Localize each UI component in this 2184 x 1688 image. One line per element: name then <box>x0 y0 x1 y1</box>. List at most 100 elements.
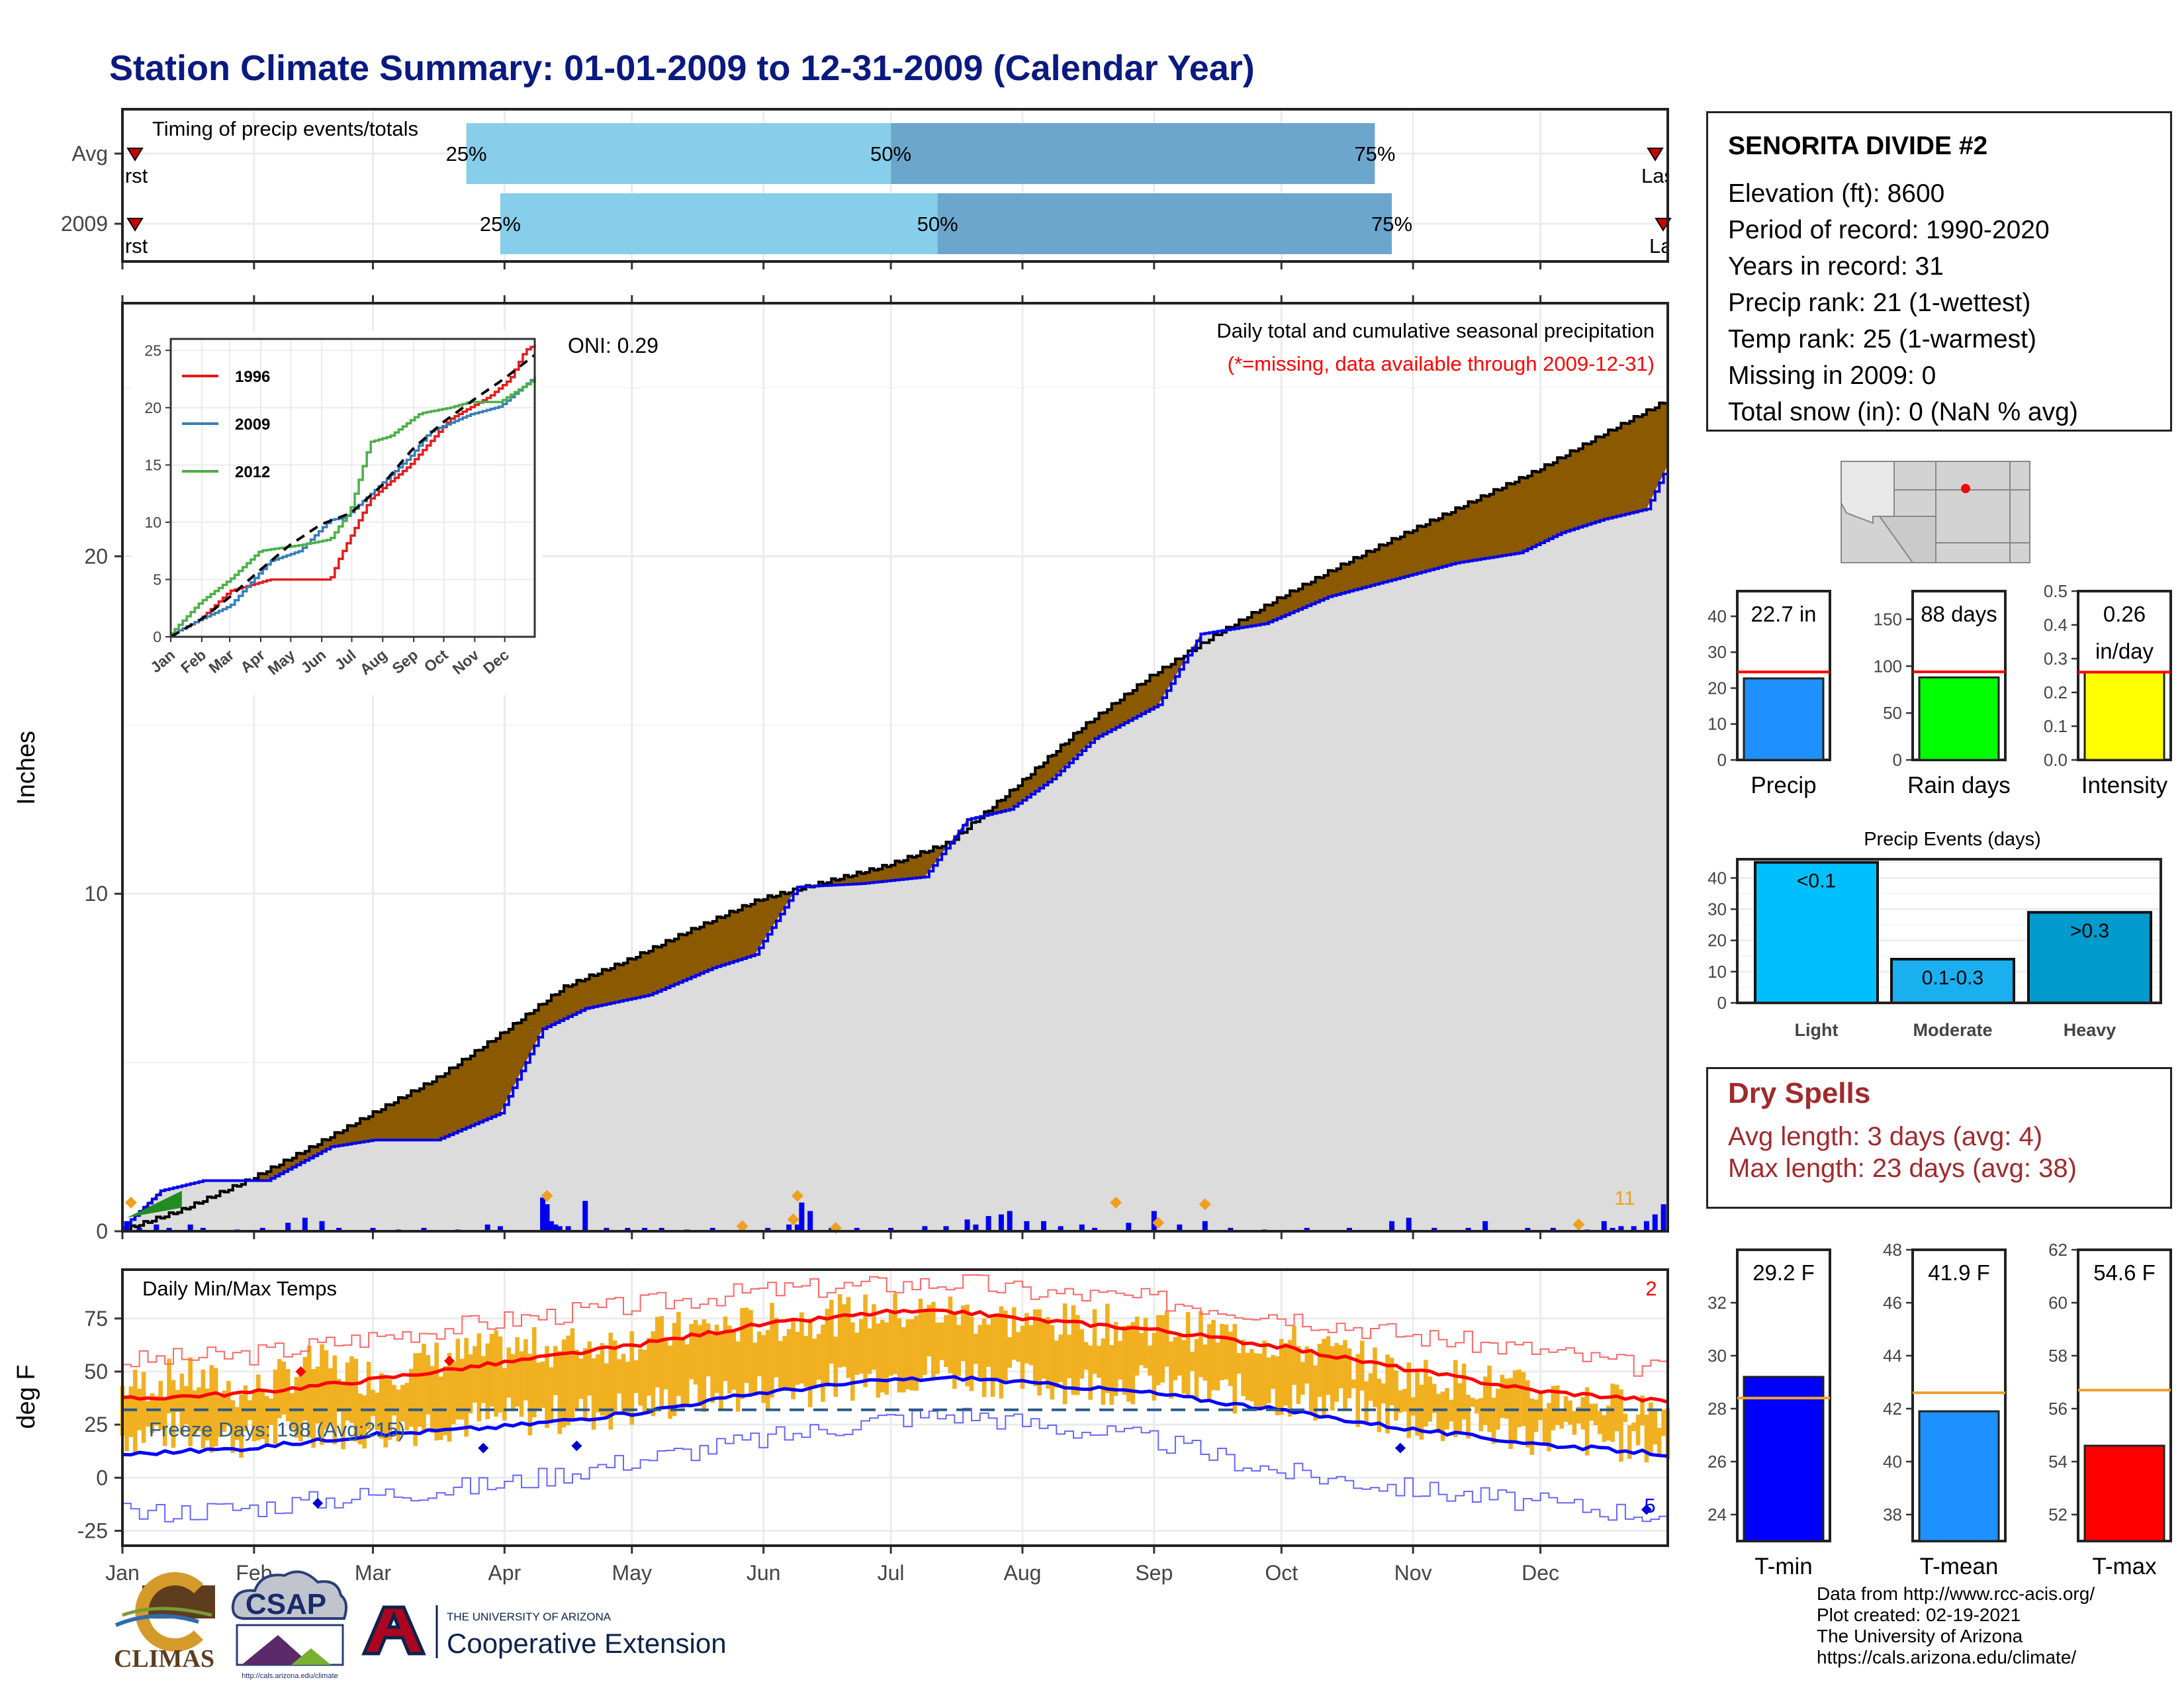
daily-temp-range-bar <box>1610 1383 1615 1442</box>
timing-label-25: 25% <box>446 142 487 165</box>
csap-logo-text: CSAP <box>246 1588 326 1620</box>
first-marker-icon <box>126 218 144 232</box>
daily-temp-range-bar <box>328 1368 333 1425</box>
mini-ytick-label: 44 <box>1883 1346 1902 1366</box>
daily-temp-range-bar <box>375 1392 380 1430</box>
extreme-precip-marker <box>1152 1217 1165 1229</box>
last-label: Last <box>1641 164 1680 187</box>
daily-temp-range-bar <box>1627 1425 1632 1459</box>
daily-temp-range-bar <box>1271 1354 1275 1389</box>
daily-temp-range-bar <box>1266 1357 1271 1403</box>
daily-temp-range-bar <box>714 1325 719 1393</box>
precip-event-bar <box>2027 911 2152 1005</box>
daily-temp-range-bar <box>298 1373 303 1442</box>
daily-precip-bar <box>604 1227 610 1231</box>
extreme-precip-marker <box>1110 1196 1122 1209</box>
daily-temp-range-bar <box>965 1304 970 1387</box>
daily-precip-bar <box>484 1224 490 1231</box>
daily-temp-range-bar <box>1351 1380 1356 1389</box>
daily-temp-range-bar <box>209 1365 214 1453</box>
daily-temp-range-bar <box>1415 1371 1420 1436</box>
inset-series-line-2012 <box>171 379 536 635</box>
daily-temp-range-bar <box>1308 1349 1314 1413</box>
csap-logo: CSAP http://cals.arizona.edu/climate <box>231 1570 348 1680</box>
daily-temp-range-bar <box>740 1307 745 1399</box>
daily-temp-range-bar <box>698 1325 702 1407</box>
daily-temp-range-bar <box>629 1331 635 1425</box>
daily-temp-range-bar <box>1359 1340 1365 1391</box>
daily-temp-range-bar <box>226 1381 231 1426</box>
daily-precip-bar <box>154 1224 159 1231</box>
daily-temp-range-bar <box>969 1317 974 1391</box>
daily-temp-range-bar <box>1185 1311 1191 1398</box>
daily-precip-bar <box>136 1227 142 1231</box>
daily-temp-range-bar <box>1007 1337 1013 1368</box>
logos: CLIMAS CSAP http://cals.arizona.edu/clim… <box>114 1570 727 1680</box>
daily-precip-bar <box>548 1221 554 1231</box>
daily-temp-range-bar <box>531 1327 537 1418</box>
daily-temp-range-bar <box>1525 1380 1530 1448</box>
extreme-precip-marker <box>1572 1218 1585 1231</box>
daily-temp-range-bar <box>1373 1347 1377 1407</box>
temp-ylabel: deg F <box>13 1364 40 1429</box>
daily-temp-range-bar <box>1169 1341 1173 1399</box>
station-snow: Total snow (in): 0 (NaN % avg) <box>1728 398 2078 426</box>
daily-temp-range-bar <box>379 1373 384 1439</box>
daily-temp-range-bar <box>455 1338 461 1420</box>
daily-temp-range-bar <box>1058 1335 1063 1382</box>
daily-temp-range-bar <box>1139 1333 1144 1366</box>
daily-temp-range-bar <box>1177 1335 1182 1376</box>
daily-temp-range-bar <box>1449 1399 1454 1422</box>
daily-temp-range-bar <box>540 1361 545 1408</box>
csap-url-text: http://cals.arizona.edu/climate <box>242 1672 338 1680</box>
inset-series-line-2009 <box>171 377 536 636</box>
daily-temp-range-bar <box>974 1333 978 1364</box>
extreme-count-label: 11 <box>1614 1188 1635 1209</box>
daily-temp-range-bar <box>1279 1338 1284 1415</box>
daily-temp-range-bar <box>1079 1329 1085 1379</box>
inset-plot-bg <box>171 339 535 637</box>
precip-ytick-label: 10 <box>84 882 108 906</box>
daily-temp-range-bar <box>863 1294 868 1387</box>
daily-precip-bar <box>1389 1221 1395 1231</box>
daily-temp-range-bar <box>761 1335 766 1403</box>
daily-temp-range-bar <box>1644 1415 1649 1463</box>
daily-temp-range-bar <box>1428 1376 1433 1422</box>
daily-precip-bar <box>642 1227 648 1231</box>
daily-temp-range-bar <box>923 1311 927 1376</box>
timing-title: Timing of precip events/totals <box>152 117 418 140</box>
daily-temp-range-bar <box>281 1361 287 1415</box>
month-label: Jun <box>747 1561 781 1585</box>
timing-label-75: 75% <box>1354 142 1395 165</box>
daily-temp-range-bar <box>1211 1320 1216 1391</box>
temp-frame <box>121 1268 1669 1547</box>
daily-temp-range-bar <box>146 1401 150 1427</box>
daily-temp-range-bar <box>1347 1348 1352 1399</box>
daily-temp-range-bar <box>1283 1342 1288 1406</box>
daily-temp-range-bar <box>162 1398 167 1446</box>
daily-temp-range-bar <box>506 1347 512 1398</box>
daily-temp-range-bar <box>519 1351 524 1417</box>
daily-temp-range-bar <box>897 1318 902 1393</box>
daily-temp-range-bar <box>1661 1409 1666 1436</box>
daily-temp-range-bar <box>430 1366 435 1433</box>
daily-precip-bar <box>1432 1227 1437 1231</box>
daily-temp-range-bar <box>1160 1315 1165 1383</box>
month-label: Dec <box>1522 1561 1559 1585</box>
daily-temp-range-bar <box>1466 1395 1471 1439</box>
daily-precip-bar <box>259 1227 265 1231</box>
mini-ytick-label: 52 <box>2048 1505 2068 1524</box>
mini-ytick-label: 0.1 <box>2044 716 2068 736</box>
month-label: Apr <box>488 1561 521 1585</box>
daily-temp-range-bar <box>918 1298 923 1382</box>
events-ytick-label: 10 <box>1707 962 1727 982</box>
daily-precip-bar <box>1643 1221 1649 1231</box>
daily-temp-range-bar <box>1504 1378 1509 1419</box>
oni-label: ONI: 0.29 <box>568 334 659 357</box>
daily-temp-range-bar <box>1500 1374 1505 1419</box>
mini-bar-label: T-min <box>1754 1554 1813 1579</box>
daily-temp-range-bar <box>1406 1362 1411 1438</box>
daily-temp-range-bar <box>587 1341 592 1396</box>
daily-temp-range-bar <box>362 1395 367 1449</box>
